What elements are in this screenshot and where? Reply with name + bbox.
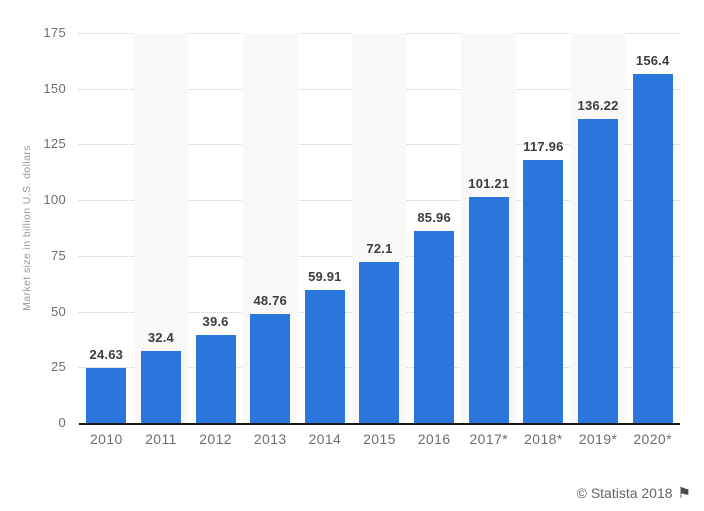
column-stripe: 48.76 — [242, 33, 298, 423]
copyright-text: © Statista 2018 — [576, 485, 673, 501]
y-tick-label: 25 — [50, 359, 66, 375]
x-tick-label: 2011 — [145, 431, 177, 447]
bar-value-label: 48.76 — [253, 293, 287, 309]
y-tick-label: 175 — [43, 25, 66, 40]
column-plain: 39.6 — [188, 33, 243, 423]
bar-value-label: 156.4 — [635, 53, 670, 69]
x-tick-label: 2018* — [524, 431, 563, 447]
bar — [414, 231, 455, 423]
column-plain: 59.91 — [298, 33, 353, 423]
bar-value-label: 101.21 — [468, 176, 510, 192]
x-tick-label: 2013 — [253, 431, 287, 447]
bar-value-label: 72.1 — [366, 241, 393, 257]
x-tick-label: 2017* — [469, 431, 509, 447]
x-tick-label: 2014 — [308, 431, 342, 447]
column-stripe: 72.1 — [352, 33, 407, 423]
y-tick-label: 125 — [43, 136, 66, 152]
chart-footer: © Statista 2018 ⚑ — [577, 485, 691, 501]
column-plain: 85.96 — [407, 33, 462, 423]
bar — [250, 314, 291, 423]
bar-value-label: 59.91 — [308, 268, 342, 284]
bar — [140, 350, 181, 423]
bar-value-label: 39.6 — [202, 313, 229, 329]
bar — [468, 197, 509, 423]
x-tick-label: 2010 — [89, 431, 123, 447]
x-tick-label: 2020* — [633, 431, 672, 447]
bar-value-label: 32.4 — [147, 329, 174, 345]
y-tick-label: 100 — [43, 192, 66, 208]
y-tick-label: 75 — [50, 247, 66, 263]
bar-value-label: 136.22 — [577, 98, 619, 114]
bar — [304, 289, 345, 423]
bar — [578, 119, 619, 423]
x-tick-label: 2019* — [578, 431, 618, 447]
bar — [359, 262, 400, 423]
bar-value-label: 117.96 — [523, 139, 564, 155]
bar-value-label: 85.96 — [417, 210, 451, 226]
column-plain: 24.63 — [79, 33, 134, 423]
plot-area: 24.63 32.4 39.6 48.76 59.91 72.1 85.96 101.21 11… — [79, 33, 680, 423]
y-axis-title: Market size in billion U.S. dollars — [21, 145, 33, 311]
x-axis-line — [79, 423, 680, 425]
bar-value-label: 24.63 — [89, 347, 124, 363]
column-stripe: 32.4 — [133, 33, 189, 423]
bar — [195, 334, 236, 423]
column-plain: 156.4 — [625, 33, 680, 423]
x-tick-label: 2015 — [363, 431, 396, 447]
column-stripe: 101.21 — [461, 33, 517, 423]
bar — [632, 74, 673, 423]
y-tick-label: 50 — [50, 303, 66, 319]
flag-icon: ⚑ — [677, 483, 691, 502]
x-tick-label: 2016 — [417, 431, 451, 447]
bar — [86, 368, 127, 423]
bar — [523, 160, 564, 423]
y-tick-label: 0 — [58, 415, 66, 430]
x-tick-label: 2012 — [199, 431, 232, 447]
y-tick-label: 150 — [43, 80, 66, 96]
column-plain: 117.96 — [516, 33, 571, 423]
column-stripe: 136.22 — [570, 33, 626, 423]
